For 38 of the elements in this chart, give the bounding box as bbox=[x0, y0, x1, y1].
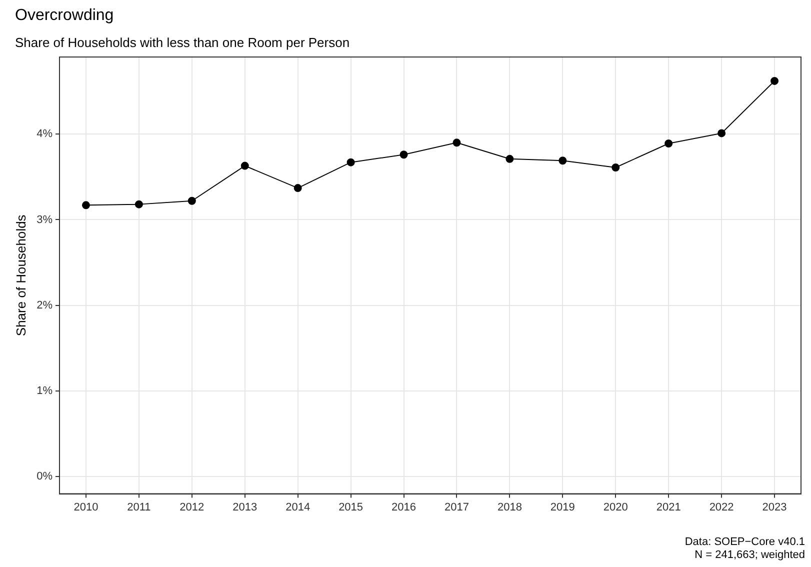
x-tick-label: 2023 bbox=[762, 501, 787, 514]
x-tick-label: 2020 bbox=[603, 501, 628, 514]
x-tick-label: 2010 bbox=[74, 501, 98, 514]
x-tick-label: 2019 bbox=[550, 501, 575, 514]
point bbox=[718, 129, 726, 138]
point bbox=[770, 76, 779, 85]
x-tick-label: 2015 bbox=[338, 501, 364, 514]
y-tick-label: 1% bbox=[36, 385, 53, 398]
x-tick-label: 2021 bbox=[656, 501, 681, 514]
point bbox=[346, 158, 355, 166]
point bbox=[134, 200, 143, 208]
y-tick-label: 4% bbox=[36, 128, 53, 140]
text: N = 241,663; weighted bbox=[694, 549, 805, 561]
point bbox=[240, 162, 249, 170]
y-tick-label: 3% bbox=[36, 214, 53, 226]
y-axis-title: Share of Households bbox=[13, 214, 28, 336]
x-tick-label: 2017 bbox=[444, 501, 469, 514]
chart-title: Overcrowding bbox=[15, 7, 114, 24]
point bbox=[188, 196, 196, 205]
text: Data: SOEP−Core v40.1 bbox=[684, 536, 805, 548]
point bbox=[558, 156, 567, 165]
x-tick-label: 2018 bbox=[497, 501, 522, 514]
point bbox=[506, 154, 514, 163]
point bbox=[400, 150, 408, 159]
x-tick-label: 2014 bbox=[286, 501, 310, 514]
point bbox=[612, 163, 620, 172]
y-tick-label: 0% bbox=[36, 470, 53, 483]
point bbox=[82, 201, 90, 210]
point bbox=[452, 138, 461, 147]
point bbox=[294, 184, 302, 192]
x-tick-label: 2013 bbox=[232, 501, 258, 514]
chart-subtitle: Share of Households with less than one Room per Person bbox=[15, 35, 350, 50]
x-tick-label: 2022 bbox=[709, 501, 734, 514]
x-tick-label: 2012 bbox=[180, 501, 204, 514]
x-tick-label: 2011 bbox=[127, 501, 151, 514]
point bbox=[664, 140, 673, 148]
x-tick-label: 2016 bbox=[392, 501, 416, 514]
y-tick-label: 2% bbox=[36, 299, 53, 312]
